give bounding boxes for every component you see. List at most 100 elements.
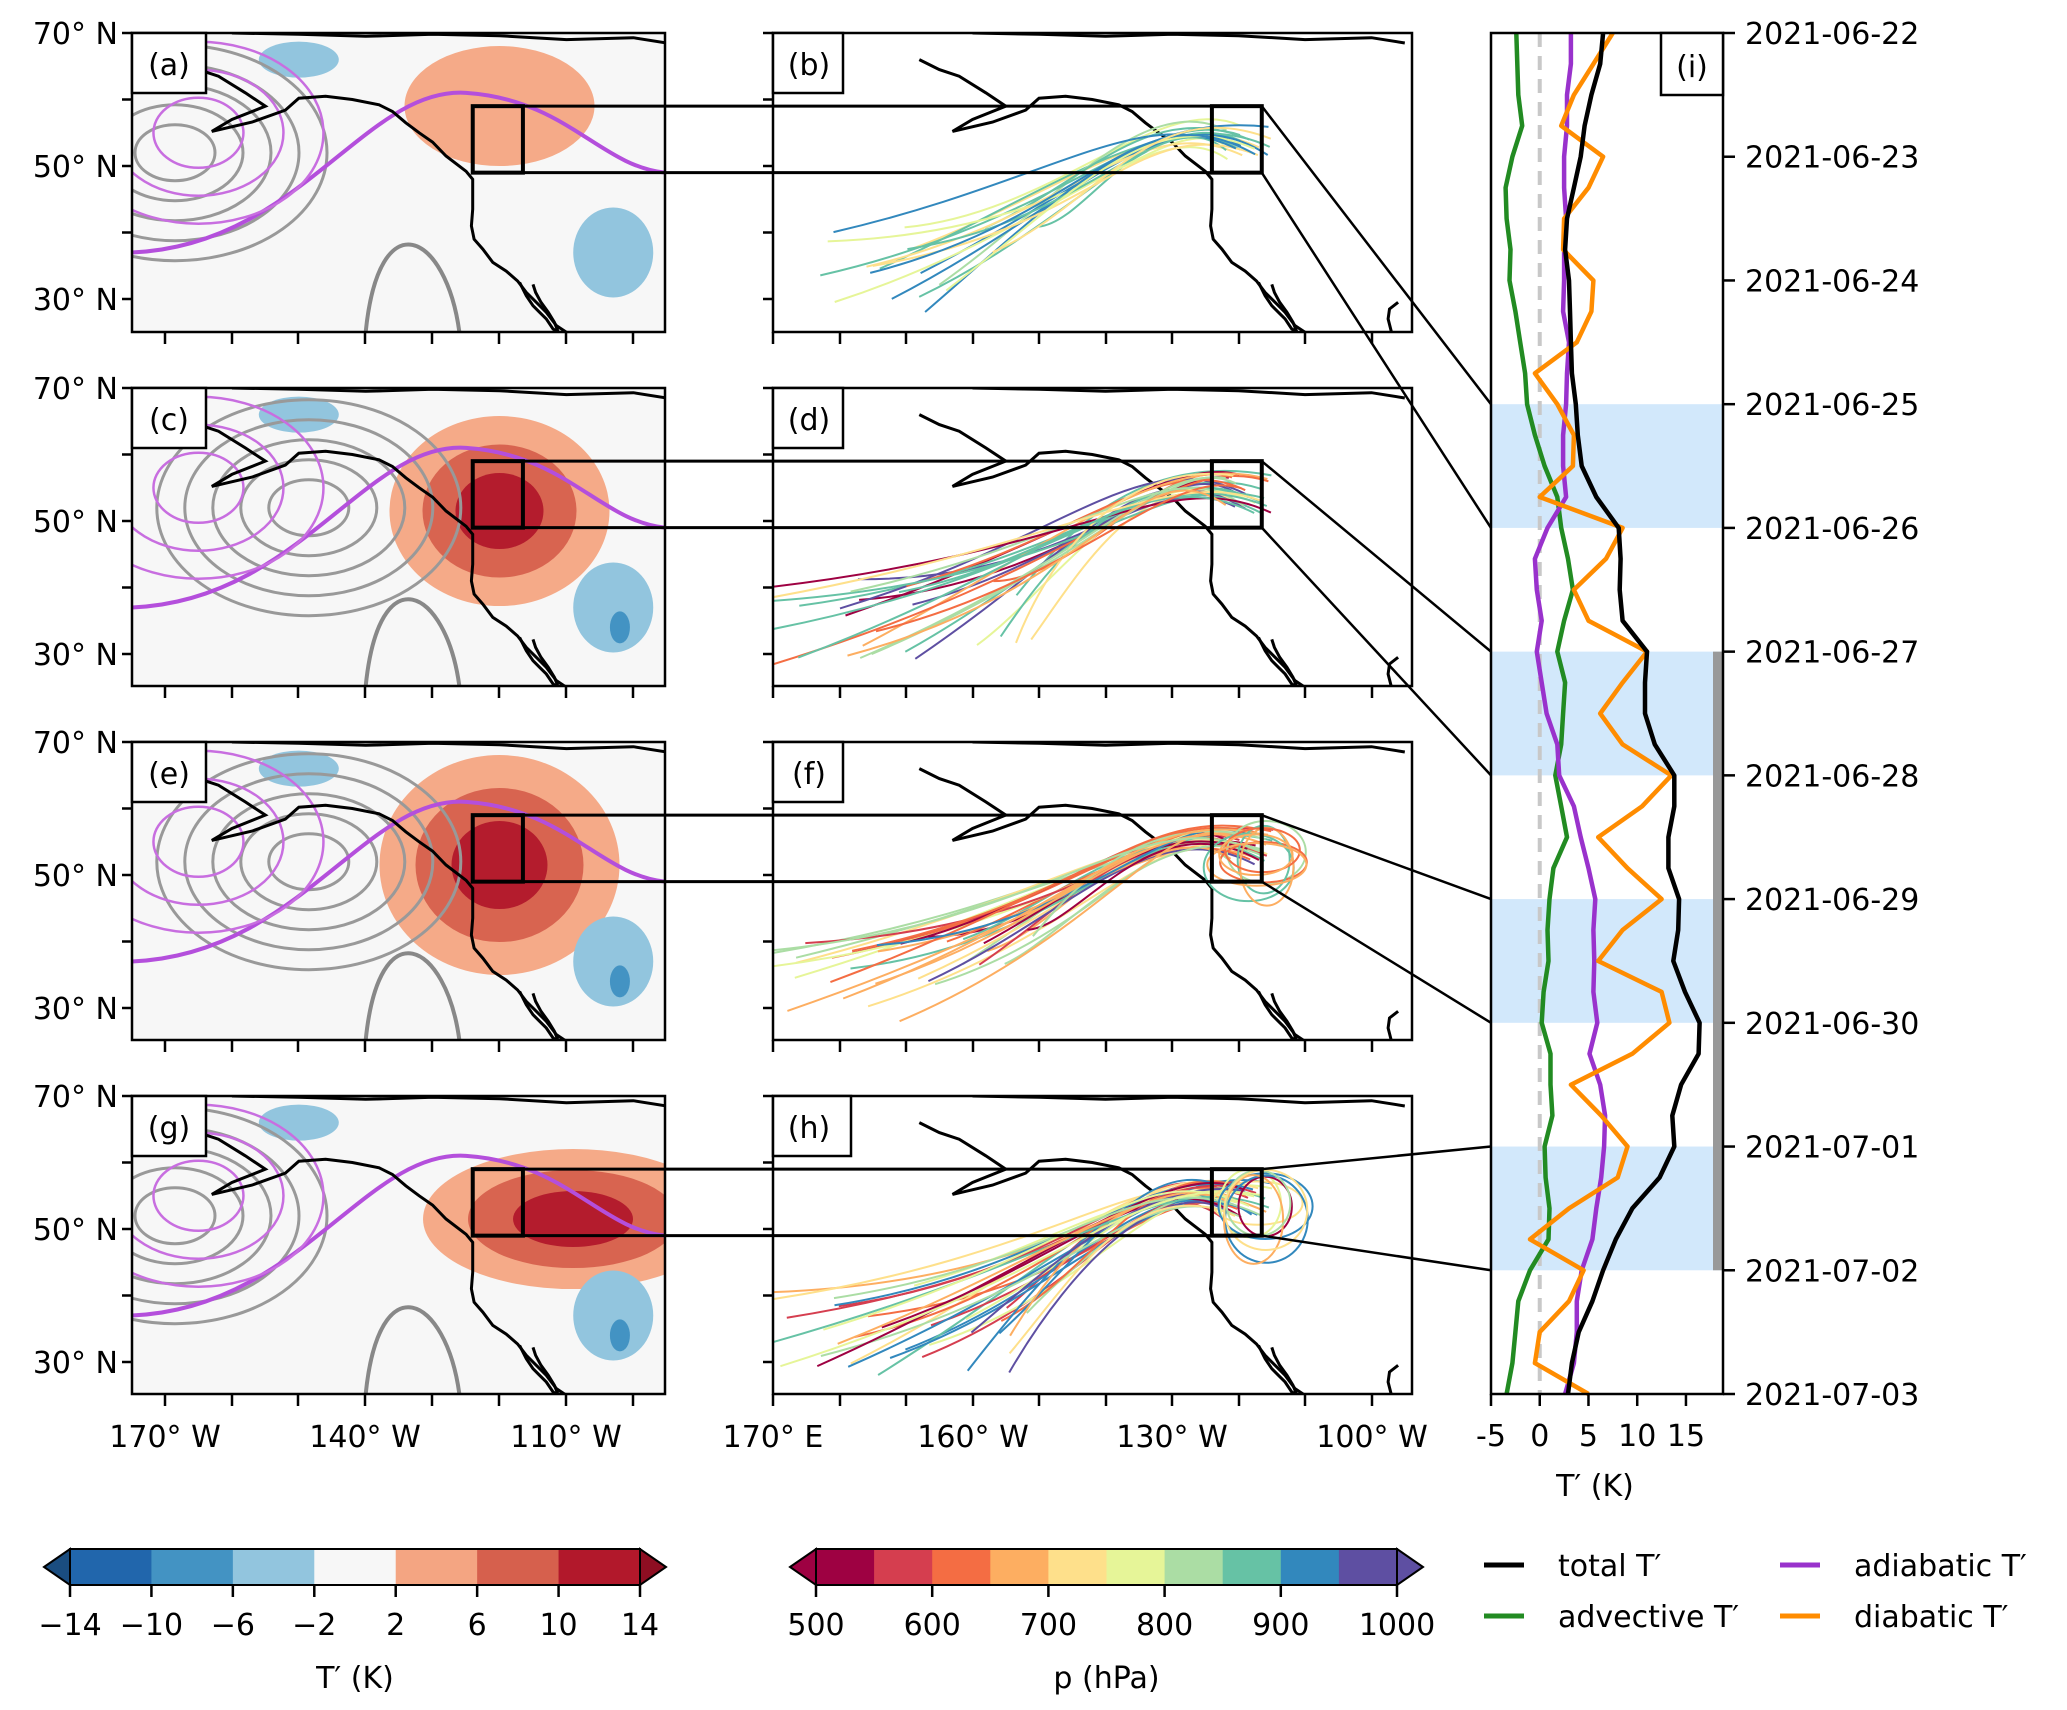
geopotential-contour xyxy=(239,458,379,558)
coastline xyxy=(177,58,568,332)
trajectory xyxy=(857,483,1237,581)
coastline xyxy=(177,767,568,1040)
y-tick-label: 2021-06-22 xyxy=(1745,17,1919,52)
colorbar-segment xyxy=(70,1549,152,1585)
colorbar-segment xyxy=(395,1549,478,1585)
trajectory xyxy=(842,828,1267,1000)
colorbar-extend-max xyxy=(639,1547,668,1587)
colorbar-segment xyxy=(1338,1549,1398,1585)
panel-label-box xyxy=(130,31,208,95)
lat-tick-label: 50° N xyxy=(33,859,118,894)
coastline xyxy=(1386,1364,1400,1394)
cool-anomaly-area xyxy=(573,562,654,653)
coastline xyxy=(231,33,665,45)
panel-label-box xyxy=(771,31,845,95)
colorbar-extend-max xyxy=(1396,1547,1425,1587)
trajectory-loop xyxy=(1217,1172,1314,1241)
map-background xyxy=(132,33,665,332)
series-line-advective xyxy=(1503,32,1576,1395)
series-line-diabatic xyxy=(1527,31,1674,1396)
trajectory xyxy=(834,146,1228,303)
anomaly-map-e: (e) 70° N 50° N 30° N xyxy=(33,726,667,1052)
period-connector-line xyxy=(1260,526,1492,777)
lon-tick-label: 160° W xyxy=(917,1420,1028,1455)
map-content xyxy=(820,33,1406,332)
colorbar-extend-min xyxy=(788,1547,817,1587)
geopotential-contour xyxy=(363,597,462,686)
period-connector-line xyxy=(1260,171,1493,529)
shaded-period xyxy=(1491,899,1723,1023)
geopotential-anomaly-contour xyxy=(152,96,245,169)
geopotential-contour xyxy=(155,398,463,618)
y-tick-label: 2021-06-26 xyxy=(1745,512,1919,547)
plot-frame xyxy=(1489,31,1725,1396)
cool-anomaly-area xyxy=(573,207,654,298)
y-tick-label: 2021-06-28 xyxy=(1745,759,1919,794)
geopotential-anomaly-contour xyxy=(152,805,245,878)
panel-label-box xyxy=(130,740,208,804)
panel-label: (e) xyxy=(148,757,190,792)
map-frame xyxy=(771,740,1414,1042)
cool-anomaly-area xyxy=(573,916,654,1007)
colorbar-segment xyxy=(1164,1549,1224,1585)
panel-label-box xyxy=(130,1094,208,1158)
colorbar-tick-label: 14 xyxy=(621,1608,659,1643)
map-frame xyxy=(771,386,1414,688)
cool-anomaly-area xyxy=(609,1319,630,1352)
lat-tick-label: 50° N xyxy=(33,1213,118,1248)
coastline xyxy=(518,281,560,332)
geopotential-contour xyxy=(183,772,435,952)
colorbar-segment xyxy=(232,1549,315,1585)
map-background xyxy=(773,742,1412,1040)
legend-label: total T′ xyxy=(1558,1549,1661,1584)
geopotential-contour xyxy=(132,1166,245,1266)
panel-label: (c) xyxy=(149,403,189,438)
map-frame xyxy=(771,1094,1414,1396)
coastline xyxy=(231,742,665,754)
trajectory xyxy=(847,489,1227,657)
trajectory-map-h: (h) xyxy=(763,1094,1414,1406)
map-frame xyxy=(130,740,667,1042)
geopotential-contour xyxy=(211,438,407,578)
panel-label-box xyxy=(1659,31,1725,97)
lon-tick-label: 110° W xyxy=(510,1420,621,1455)
geopotential-contour xyxy=(133,1186,217,1246)
panel-label: (h) xyxy=(788,1111,830,1146)
colorbar-segment xyxy=(1106,1549,1166,1585)
colorbar-tick-label: 600 xyxy=(904,1608,961,1643)
panel-label: (d) xyxy=(788,403,830,438)
y-tick-label: 2021-06-25 xyxy=(1745,388,1919,423)
warm-anomaly-area xyxy=(451,821,548,910)
coastline xyxy=(177,413,568,686)
anomaly-map-a: (a) 70° N 50° N 30° N xyxy=(33,17,667,344)
colorbar-segment xyxy=(1222,1549,1282,1585)
cool-anomaly-area xyxy=(258,1104,339,1141)
map-content xyxy=(132,742,665,1040)
target-region-box xyxy=(470,104,525,175)
target-region-box xyxy=(470,459,525,530)
colorbar-frame xyxy=(815,1548,1398,1586)
coastline xyxy=(231,388,665,400)
geopotential-anomaly-contour xyxy=(132,445,665,610)
legend-label: adiabatic T′ xyxy=(1854,1549,2027,1584)
cool-anomaly-area xyxy=(258,41,339,78)
geopotential-contour xyxy=(363,951,462,1040)
colorbar-tick-label: 900 xyxy=(1252,1608,1309,1643)
shaded-period xyxy=(1491,404,1723,528)
colorbar-segment xyxy=(1048,1549,1107,1585)
cool-anomaly-area xyxy=(609,965,630,998)
period-connector-line xyxy=(1261,1145,1492,1171)
zoom-connector-lines xyxy=(522,104,1493,1272)
heatwave-period-bar xyxy=(1713,651,1722,1271)
colorbar-temperature: −14 −10 −6 −2 2 6 10 14 T′ (K) xyxy=(38,1547,668,1696)
warm-anomaly-area xyxy=(513,1191,634,1248)
lat-tick-label: 70° N xyxy=(33,17,118,52)
shaded-period xyxy=(1491,651,1723,776)
panel-label: (f) xyxy=(792,757,826,792)
panel-label-box xyxy=(771,1094,853,1158)
geopotential-contour xyxy=(363,242,462,332)
y-tick-label: 2021-07-02 xyxy=(1745,1254,1919,1289)
y-tick-label: 2021-06-27 xyxy=(1745,636,1919,671)
colorbar-pressure: 500 600 700 800 900 1000 p (hPa) xyxy=(787,1547,1435,1696)
panel-label: (b) xyxy=(788,48,830,83)
